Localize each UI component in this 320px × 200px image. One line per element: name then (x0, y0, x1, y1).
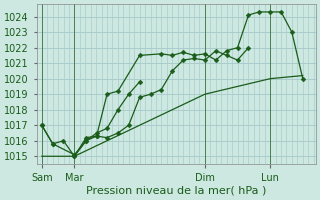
X-axis label: Pression niveau de la mer( hPa ): Pression niveau de la mer( hPa ) (86, 186, 266, 196)
